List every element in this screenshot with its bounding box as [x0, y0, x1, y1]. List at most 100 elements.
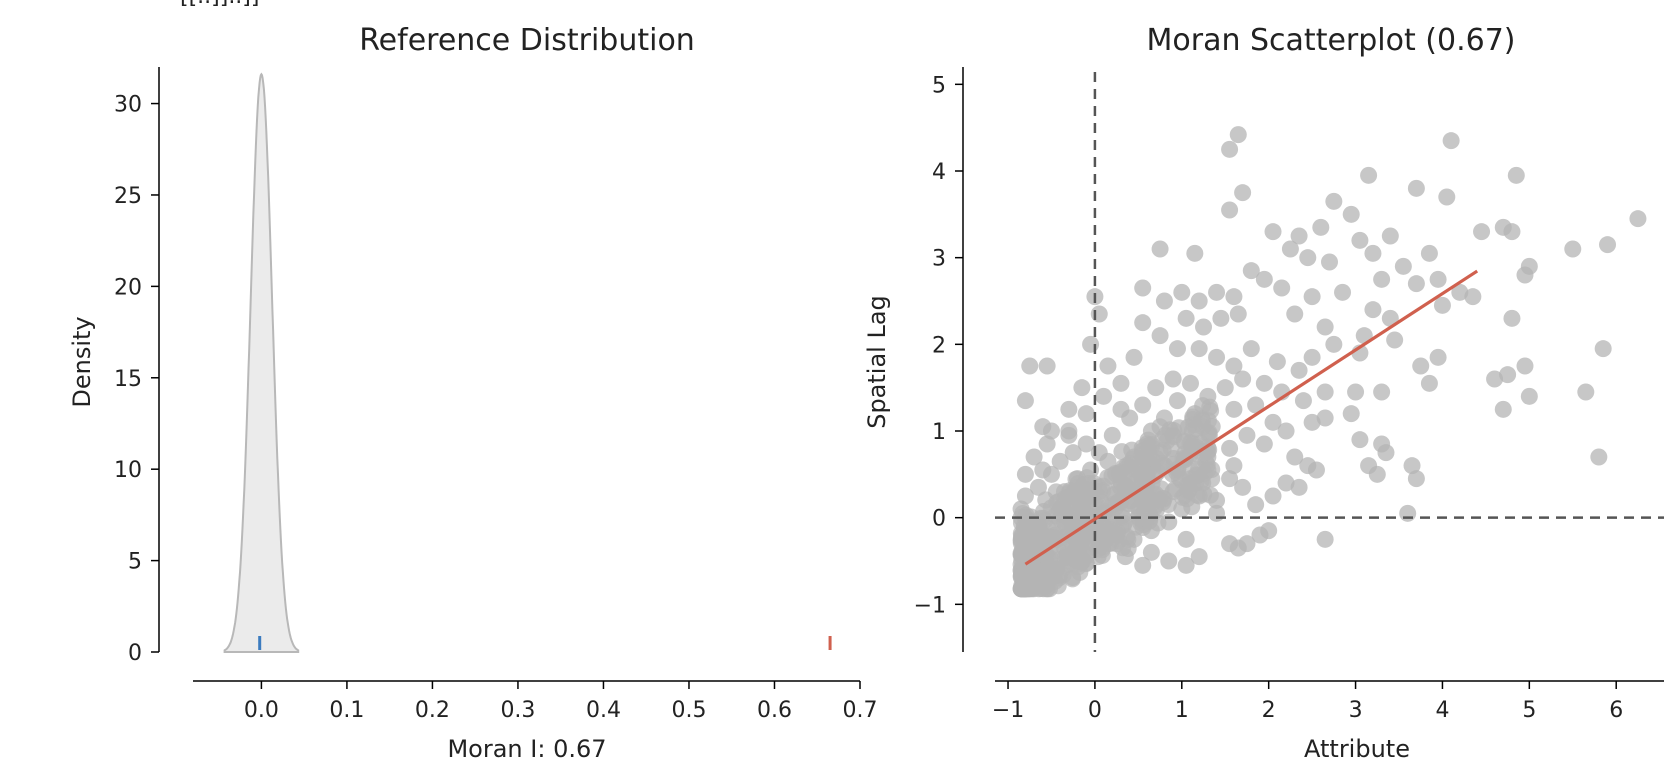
- scatter-point: [1264, 487, 1282, 505]
- scatter-point: [1347, 383, 1365, 401]
- scatter-point: [1199, 387, 1217, 405]
- scatter-point: [1090, 305, 1108, 323]
- right-xtick-label: 4: [1435, 698, 1449, 723]
- scatter-point: [1090, 483, 1108, 501]
- kde-curve: [223, 72, 300, 653]
- scatter-point: [1038, 357, 1056, 375]
- scatter-point: [1016, 561, 1034, 579]
- scatter-point: [1134, 461, 1152, 479]
- scatter-point: [1316, 383, 1334, 401]
- right-xlabel: Attribute: [1304, 735, 1410, 763]
- right-xtick-label: −1: [992, 698, 1024, 723]
- scatter-point: [1303, 413, 1321, 431]
- scatter-point: [1412, 357, 1430, 375]
- scatter-point: [1082, 461, 1100, 479]
- scatter-point: [1029, 517, 1047, 535]
- scatter-point: [1290, 478, 1308, 496]
- scatter-point: [1381, 309, 1399, 327]
- left-xtick-label: 0.4: [586, 698, 621, 723]
- scatter-point: [1255, 270, 1273, 288]
- scatter-point: [1077, 405, 1095, 423]
- scatter-point: [1299, 249, 1317, 267]
- scatter-point: [1051, 452, 1069, 470]
- scatter-point: [1151, 240, 1169, 258]
- left-xlabel: Moran I: 0.67: [447, 735, 606, 763]
- scatter-point: [1221, 140, 1239, 158]
- scatter-point: [1142, 422, 1160, 440]
- scatter-point: [1251, 526, 1269, 544]
- scatter-point: [1221, 439, 1239, 457]
- left-x-ticks: 0.0 0.1 0.2 0.3 0.4 0.5 0.6 0.7: [244, 681, 878, 723]
- scatter-point: [1112, 400, 1130, 418]
- scatter-point: [1125, 530, 1143, 548]
- right-xtick-label: 3: [1349, 698, 1363, 723]
- scatter-point: [1073, 543, 1091, 561]
- scatter-point: [1499, 366, 1517, 384]
- scatter-point: [1594, 340, 1612, 358]
- scatter-point: [1090, 522, 1108, 540]
- scatter-point: [1373, 270, 1391, 288]
- scatter-point: [1238, 426, 1256, 444]
- scatter-point: [1294, 392, 1312, 410]
- scatter-point: [1168, 392, 1186, 410]
- scatter-point: [1208, 283, 1226, 301]
- scatter-point: [1377, 444, 1395, 462]
- scatter-point: [1016, 392, 1034, 410]
- scatter-point: [1199, 461, 1217, 479]
- scatter-point: [1316, 530, 1334, 548]
- scatter-point: [1229, 305, 1247, 323]
- scatter-point: [1307, 461, 1325, 479]
- scatter-point: [1077, 435, 1095, 453]
- left-ytick-label: 0: [128, 641, 142, 666]
- scatter-point: [1173, 283, 1191, 301]
- scatter-point: [1147, 496, 1165, 514]
- scatter-point: [1264, 413, 1282, 431]
- scatter-point: [1351, 231, 1369, 249]
- scatter-point: [1190, 548, 1208, 566]
- scatter-point: [1142, 543, 1160, 561]
- scatter-point: [1486, 370, 1504, 388]
- scatter-point: [1195, 318, 1213, 336]
- scatter-point: [1038, 435, 1056, 453]
- scatter-point: [1507, 166, 1525, 184]
- scatter-point: [1082, 335, 1100, 353]
- scatter-point: [1108, 535, 1126, 553]
- scatter-point: [1373, 383, 1391, 401]
- left-xtick-label: 0.3: [500, 698, 535, 723]
- scatter-point: [1155, 292, 1173, 310]
- scatter-point: [1420, 374, 1438, 392]
- fit-line: [1024, 269, 1479, 566]
- scatter-point: [1021, 574, 1039, 592]
- scatter-point: [1108, 465, 1126, 483]
- scatter-point: [1342, 205, 1360, 223]
- left-xtick-label: 0.0: [244, 698, 279, 723]
- scatter-point: [1225, 457, 1243, 475]
- scatter-point: [1503, 223, 1521, 241]
- left-xtick-label: 0.7: [843, 698, 878, 723]
- scatter-point: [1212, 309, 1230, 327]
- scatter-point: [1164, 426, 1182, 444]
- scatter-point: [1064, 444, 1082, 462]
- scatter-point: [1386, 331, 1404, 349]
- scatter-point: [1473, 223, 1491, 241]
- left-xtick-label: 0.2: [415, 698, 450, 723]
- right-xtick-label: 0: [1088, 698, 1102, 723]
- scatter-point: [1364, 301, 1382, 319]
- scatter-point: [1303, 288, 1321, 306]
- left-ytick-label: 20: [114, 275, 142, 300]
- scatter-point: [1590, 448, 1608, 466]
- scatter-point: [1221, 470, 1239, 488]
- scatter-point: [1403, 457, 1421, 475]
- scatter-point: [1407, 470, 1425, 488]
- scatter-point: [1086, 535, 1104, 553]
- right-xtick-label: 6: [1609, 698, 1623, 723]
- reference-lines: [995, 72, 1664, 652]
- scatter-point: [1021, 357, 1039, 375]
- scatter-point: [1047, 526, 1065, 544]
- scatter-point: [1394, 257, 1412, 275]
- scatter-point: [1464, 288, 1482, 306]
- scatter-points: [1012, 126, 1647, 598]
- right-xtick-label: 2: [1262, 698, 1276, 723]
